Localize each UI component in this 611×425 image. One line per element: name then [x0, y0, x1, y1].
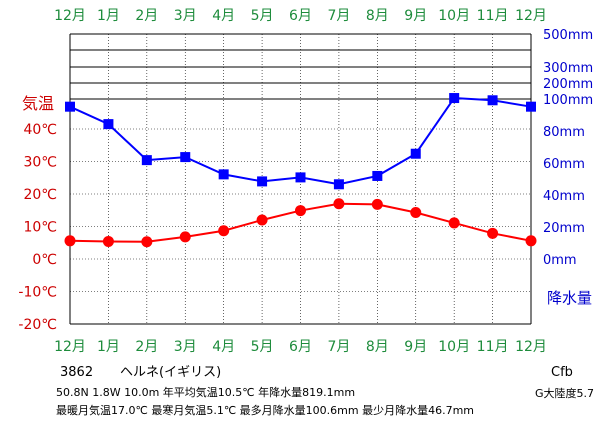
top-month-label: 11月 — [477, 8, 509, 24]
bottom-month-label: 10月 — [438, 339, 470, 355]
bottom-month-label: 12月 — [54, 339, 86, 355]
station-info: 3862 ヘルネ(イギリス) Cfb 50.8N 1.8W 10.0m 年平均気… — [56, 365, 594, 417]
precipitation-tick-label: 60mm — [543, 157, 585, 172]
precipitation-point — [372, 170, 383, 181]
station-summary-line2: 最暖月気温17.0℃ 最寒月気温5.1℃ 最多月降水量100.6mm 最少月降水… — [56, 403, 474, 417]
precipitation-tick-label: 200mm — [543, 77, 593, 92]
top-month-label: 8月 — [366, 8, 389, 24]
temperature-tick-label: 10℃ — [23, 220, 57, 236]
precipitation-point — [218, 169, 229, 180]
temperature-tick-label: 20℃ — [23, 187, 57, 203]
precipitation-point — [180, 152, 191, 163]
precipitation-point — [257, 176, 268, 187]
bottom-month-label: 2月 — [135, 339, 158, 355]
precipitation-series — [65, 93, 536, 190]
temperature-point — [487, 227, 499, 239]
bottom-month-label: 9月 — [404, 339, 427, 355]
top-month-label: 3月 — [174, 8, 197, 24]
bottom-month-label: 1月 — [97, 339, 120, 355]
temperature-tick-label: 40℃ — [23, 122, 57, 138]
precipitation-line — [69, 97, 532, 186]
precipitation-point — [449, 93, 460, 104]
temperature-point — [525, 235, 537, 247]
bottom-month-label: 5月 — [251, 339, 274, 355]
precipitation-tick-label: 100mm — [543, 93, 593, 108]
precipitation-point — [103, 119, 114, 130]
bottom-month-label: 12月 — [515, 339, 547, 355]
top-month-label: 5月 — [251, 8, 274, 24]
temperature-point — [141, 236, 153, 248]
top-month-label: 9月 — [404, 8, 427, 24]
temperature-point — [179, 231, 191, 243]
precipitation-tick-label: 80mm — [543, 125, 585, 140]
temperature-point — [64, 235, 76, 247]
top-month-label: 7月 — [327, 8, 350, 24]
top-month-label: 6月 — [289, 8, 312, 24]
precipitation-point — [295, 172, 306, 183]
top-month-labels: 12月 1月 2月 3月 4月 5月 6月 7月 8月 9月 10月 11月 12月 — [54, 8, 547, 24]
temperature-point — [256, 214, 268, 226]
bottom-month-labels: 12月 1月 2月 3月 4月 5月 6月 7月 8月 9月 10月 11月 12月 — [54, 339, 547, 355]
precipitation-point — [333, 179, 344, 190]
precipitation-point — [526, 101, 536, 112]
bottom-month-label: 7月 — [327, 339, 350, 355]
precipitation-point — [410, 148, 421, 159]
precipitation-point — [65, 101, 75, 112]
temperature-tick-label: -20℃ — [18, 317, 57, 333]
temperature-axis-title: 気温 — [22, 94, 54, 113]
precipitation-tick-label: 500mm — [543, 28, 593, 43]
temperature-point — [371, 198, 383, 210]
bottom-month-label: 6月 — [289, 339, 312, 355]
temperature-tick-label: 0℃ — [32, 252, 57, 268]
precipitation-tick-label: 300mm — [543, 61, 593, 76]
top-month-label: 12月 — [54, 8, 86, 24]
temperature-point — [218, 225, 230, 237]
temperature-tick-labels: 40℃ 30℃ 20℃ 10℃ 0℃ -10℃ -20℃ — [18, 122, 57, 333]
temperature-point — [410, 207, 422, 219]
top-month-label: 2月 — [135, 8, 158, 24]
top-month-label: 1月 — [97, 8, 120, 24]
top-month-label: 12月 — [515, 8, 547, 24]
station-id: 3862 — [60, 365, 93, 380]
temperature-series — [64, 198, 537, 248]
bottom-month-label: 4月 — [212, 339, 235, 355]
precipitation-tick-label: 20mm — [543, 221, 585, 236]
bottom-month-label: 11月 — [477, 339, 509, 355]
temperature-point — [448, 217, 460, 229]
precipitation-tick-label: 40mm — [543, 189, 585, 204]
precipitation-tick-label: 0mm — [543, 253, 577, 268]
bottom-month-label: 3月 — [174, 339, 197, 355]
temperature-point — [333, 198, 345, 210]
top-month-label: 10月 — [438, 8, 470, 24]
precipitation-point — [487, 95, 498, 106]
temperature-tick-label: -10℃ — [18, 285, 57, 301]
temperature-point — [102, 235, 114, 247]
temperature-point — [295, 205, 306, 217]
precipitation-point — [141, 155, 152, 166]
precipitation-axis-title: 降水量 — [547, 289, 592, 307]
temperature-tick-label: 30℃ — [23, 155, 57, 171]
bottom-month-label: 8月 — [366, 339, 389, 355]
continentality-note: G大陸度5.7 — [535, 386, 594, 400]
top-month-label: 4月 — [212, 8, 235, 24]
climate-class: Cfb — [551, 365, 573, 380]
station-name: ヘルネ(イギリス) — [120, 365, 221, 380]
station-summary-line1: 50.8N 1.8W 10.0m 年平均気温10.5℃ 年降水量819.1mm — [56, 385, 355, 399]
axes — [69, 34, 532, 325]
